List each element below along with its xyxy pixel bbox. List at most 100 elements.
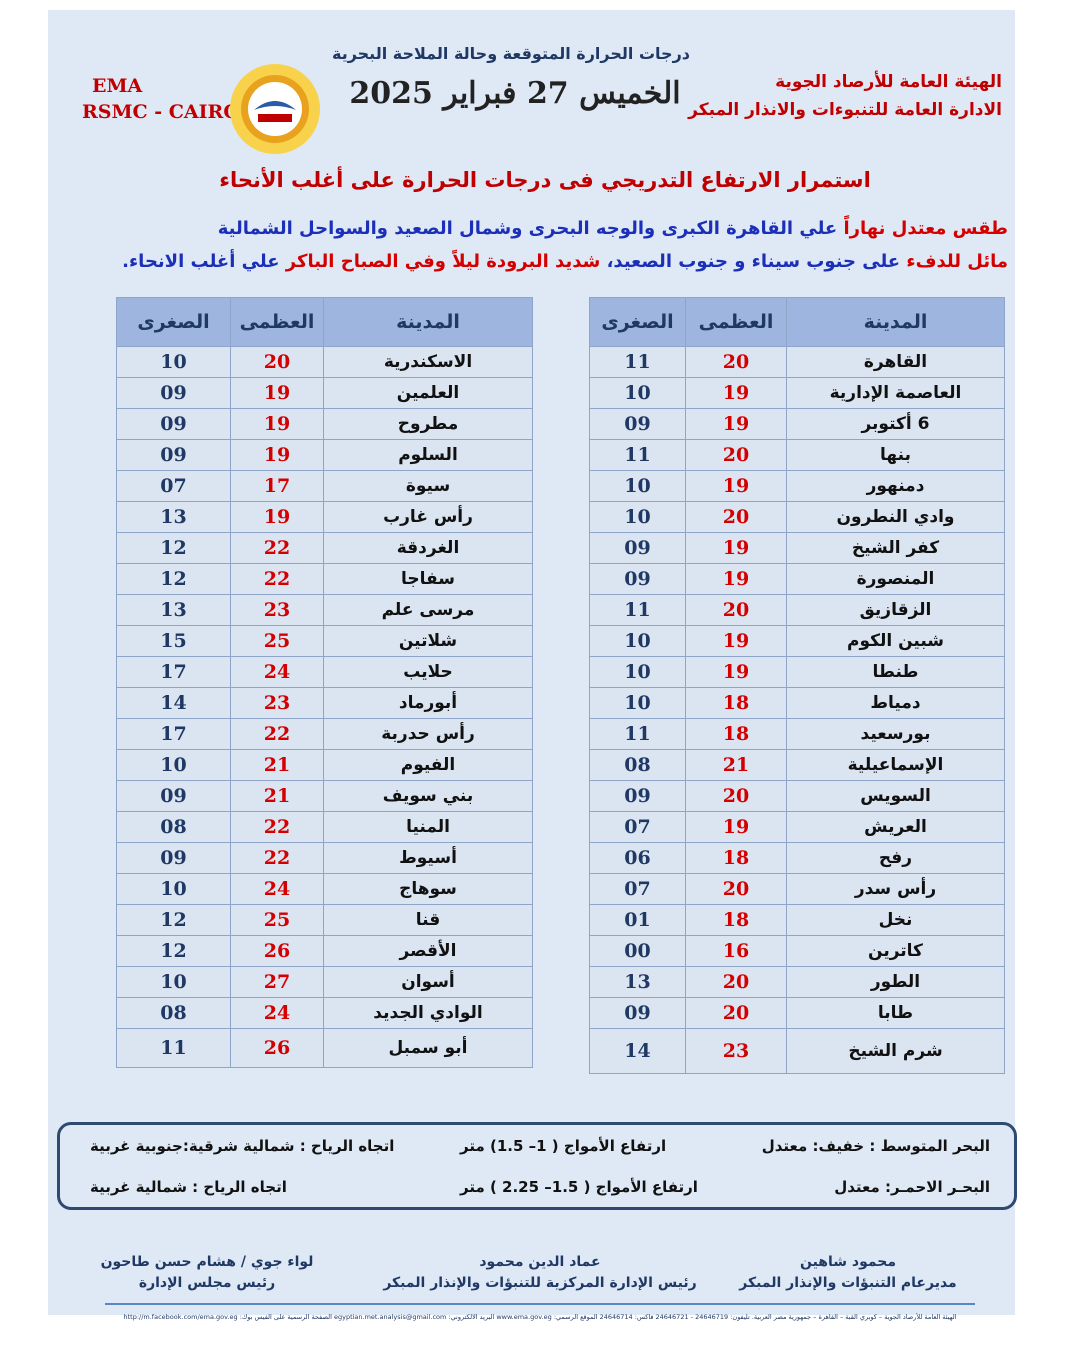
min-cell: 01	[589, 904, 686, 936]
min-cell: 10	[589, 501, 686, 533]
max-cell: 25	[230, 904, 324, 936]
row: طابا 20 09	[589, 997, 1005, 1029]
row: شلاتين 25 15	[116, 625, 533, 657]
ema: EMA	[92, 75, 143, 97]
signature-role: مديرعام التنبؤات والإنذار المبكر	[739, 1275, 957, 1291]
row: أبورماد 23 14	[116, 687, 533, 719]
max-cell: 22	[230, 842, 324, 874]
city-cell: مطروح	[323, 408, 533, 440]
city-cell: رأس حدربة	[323, 718, 533, 750]
min-cell: 11	[589, 439, 686, 471]
min-cell: 00	[589, 935, 686, 967]
max-cell: 24	[230, 997, 324, 1029]
column-header: المدينة	[323, 297, 533, 347]
max-cell: 20	[685, 780, 787, 812]
max-cell: 20	[685, 439, 787, 471]
summary-segment: شديد البرودة ليلاً وفي الصباح الباكر	[285, 251, 601, 272]
row: الأقصر 26 12	[116, 935, 533, 967]
min-cell: 15	[116, 625, 231, 657]
city-cell: المنصورة	[786, 563, 1005, 595]
city-cell: رأس غارب	[323, 501, 533, 533]
min-cell: 09	[589, 997, 686, 1029]
city-cell: الفيوم	[323, 749, 533, 781]
min-cell: 07	[589, 873, 686, 905]
min-cell: 10	[589, 470, 686, 502]
max-cell: 19	[685, 408, 787, 440]
min-cell: 13	[589, 966, 686, 998]
column-header: الصغرى	[116, 297, 231, 347]
summary-segment: طقس معتدل نهاراً	[843, 218, 1009, 239]
min-cell: 08	[589, 749, 686, 781]
min-cell: 10	[589, 687, 686, 719]
city-cell: العريش	[786, 811, 1005, 843]
city-cell: الإسماعيلية	[786, 749, 1005, 781]
headline: استمرار الارتفاع التدريجي فى درجات الحرا…	[219, 168, 871, 192]
org-line2: الادارة العامة للتنبوءات والانذار المبكر	[688, 100, 1002, 120]
footer-rule	[105, 1303, 975, 1305]
min-cell: 09	[116, 780, 231, 812]
city-cell: بني سويف	[323, 780, 533, 812]
date: الخميس 27 فبراير 2025	[349, 76, 681, 111]
summary-segment: مائل للدفء	[906, 251, 1008, 272]
row: طنطا 19 10	[589, 656, 1005, 688]
sea-text: البحـر الاحمـر: معتدل	[834, 1178, 990, 1196]
min-cell: 09	[116, 377, 231, 409]
header-row: المدينة العظمى الصغرى	[589, 297, 1005, 347]
min-cell: 11	[589, 346, 686, 378]
min-cell: 17	[116, 718, 231, 750]
min-cell: 10	[589, 625, 686, 657]
row: أسيوط 22 09	[116, 842, 533, 874]
max-cell: 18	[685, 842, 787, 874]
column-header: المدينة	[786, 297, 1005, 347]
min-cell: 07	[589, 811, 686, 843]
max-cell: 20	[685, 997, 787, 1029]
max-cell: 19	[685, 625, 787, 657]
max-cell: 22	[230, 811, 324, 843]
row: الإسماعيلية 21 08	[589, 749, 1005, 781]
signature-name: عماد الدين محمود	[479, 1254, 601, 1270]
column-header: العظمى	[230, 297, 324, 347]
city-cell: الغردقة	[323, 532, 533, 564]
city-cell: رأس سدر	[786, 873, 1005, 905]
row: مطروح 19 09	[116, 408, 533, 440]
signature-role: رئيس مجلس الإدارة	[138, 1275, 276, 1291]
min-cell: 08	[116, 997, 231, 1029]
row: مرسى علم 23 13	[116, 594, 533, 626]
max-cell: 19	[685, 563, 787, 595]
max-cell: 18	[685, 904, 787, 936]
row: الغردقة 22 12	[116, 532, 533, 564]
min-cell: 14	[589, 1028, 686, 1074]
max-cell: 19	[230, 377, 324, 409]
row: بورسعيد 18 11	[589, 718, 1005, 750]
sea-text: اتجاه الرياح : شمالية غربية	[90, 1178, 287, 1196]
city-cell: الوادي الجديد	[323, 997, 533, 1029]
city-cell: العاصمة الإدارية	[786, 377, 1005, 409]
max-cell: 16	[685, 935, 787, 967]
max-cell: 24	[230, 873, 324, 905]
city-cell: سفاجا	[323, 563, 533, 595]
city-cell: السلوم	[323, 439, 533, 471]
max-cell: 27	[230, 966, 324, 998]
city-cell: دمياط	[786, 687, 1005, 719]
city-cell: سيوة	[323, 470, 533, 502]
min-cell: 10	[116, 873, 231, 905]
max-cell: 26	[230, 1028, 324, 1068]
max-cell: 19	[230, 439, 324, 471]
min-cell: 10	[116, 966, 231, 998]
row: شرم الشيخ 23 14	[589, 1028, 1005, 1074]
min-cell: 13	[116, 594, 231, 626]
row: دمنهور 19 10	[589, 470, 1005, 502]
row: أسوان 27 10	[116, 966, 533, 998]
city-cell: أبورماد	[323, 687, 533, 719]
rsmc: RSMC - CAIRO	[82, 101, 240, 123]
row: كاترين 16 00	[589, 935, 1005, 967]
min-cell: 13	[116, 501, 231, 533]
row: الاسكندرية 20 10	[116, 346, 533, 378]
row: المنصورة 19 09	[589, 563, 1005, 595]
row: العاصمة الإدارية 19 10	[589, 377, 1005, 409]
row: نخل 18 01	[589, 904, 1005, 936]
city-cell: كفر الشيخ	[786, 532, 1005, 564]
logo-band	[258, 114, 292, 122]
city-cell: 6 أكتوبر	[786, 408, 1005, 440]
